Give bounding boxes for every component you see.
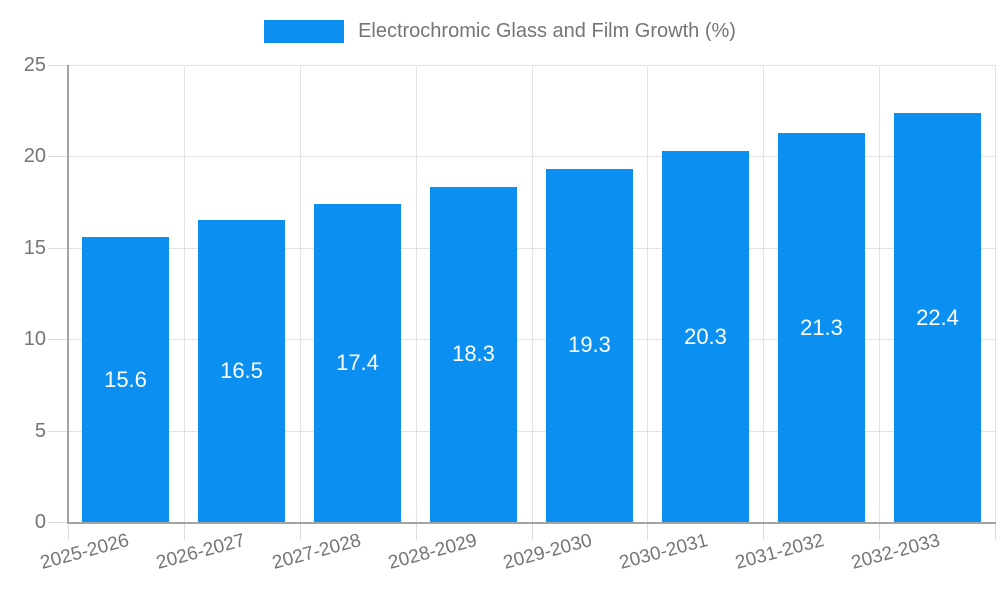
x-axis-tick xyxy=(995,522,996,540)
legend[interactable]: Electrochromic Glass and Film Growth (%) xyxy=(0,20,1000,43)
y-axis-tick-label: 5 xyxy=(34,420,46,442)
y-axis-tick xyxy=(48,522,68,523)
bar-value-label: 21.3 xyxy=(800,315,843,340)
y-axis-tick-label: 0 xyxy=(34,511,46,533)
x-gridline xyxy=(300,65,301,522)
y-axis-tick xyxy=(48,156,68,157)
y-axis-tick-label: 20 xyxy=(23,145,46,167)
x-axis-category-label: 2029-2030 xyxy=(501,530,595,574)
y-axis-tick-label: 25 xyxy=(23,54,46,76)
bar-value-label: 17.4 xyxy=(336,350,379,375)
bar-value-label: 18.3 xyxy=(452,341,495,366)
legend-swatch xyxy=(264,20,345,43)
bar[interactable]: 15.6 xyxy=(82,237,169,522)
x-axis-line xyxy=(67,522,996,524)
y-axis-tick xyxy=(48,339,68,340)
x-gridline xyxy=(184,65,185,522)
y-axis-tick xyxy=(48,431,68,432)
bar-value-label: 20.3 xyxy=(684,324,727,349)
x-axis-tick xyxy=(879,522,880,540)
y-axis-line xyxy=(67,65,69,522)
bar[interactable]: 19.3 xyxy=(546,169,633,522)
y-axis-tick xyxy=(48,248,68,249)
x-axis-category-label: 2026-2027 xyxy=(154,530,248,574)
bar-value-label: 15.6 xyxy=(104,367,147,392)
y-gridline xyxy=(68,248,995,249)
x-axis-category-label: 2027-2028 xyxy=(270,530,364,574)
y-axis-tick-label: 10 xyxy=(23,328,46,350)
y-gridline xyxy=(68,65,995,66)
bar[interactable]: 22.4 xyxy=(894,113,981,522)
x-gridline xyxy=(416,65,417,522)
x-gridline xyxy=(532,65,533,522)
x-gridline xyxy=(763,65,764,522)
x-axis-category-label: 2030-2031 xyxy=(617,530,711,574)
x-axis-category-label: 2032-2033 xyxy=(849,530,943,574)
y-gridline xyxy=(68,339,995,340)
legend-label: Electrochromic Glass and Film Growth (%) xyxy=(358,20,736,42)
bar-value-label: 19.3 xyxy=(568,332,611,357)
bar-value-label: 16.5 xyxy=(220,358,263,383)
bar[interactable]: 16.5 xyxy=(198,220,285,522)
x-axis-tick xyxy=(184,522,185,540)
x-axis-category-label: 2028-2029 xyxy=(386,530,480,574)
x-axis-tick xyxy=(300,522,301,540)
x-axis-tick xyxy=(68,522,69,540)
bar[interactable]: 20.3 xyxy=(662,151,749,522)
y-gridline xyxy=(68,156,995,157)
x-gridline xyxy=(995,65,996,522)
x-axis-category-label: 2031-2032 xyxy=(733,530,827,574)
y-gridline xyxy=(68,431,995,432)
x-gridline xyxy=(879,65,880,522)
x-axis-tick xyxy=(647,522,648,540)
x-axis-category-label: 2025-2026 xyxy=(38,530,132,574)
x-axis-tick xyxy=(416,522,417,540)
bar[interactable]: 17.4 xyxy=(314,204,401,522)
y-axis-tick-label: 15 xyxy=(23,237,46,259)
x-axis-tick xyxy=(532,522,533,540)
x-axis-tick xyxy=(763,522,764,540)
bar-value-label: 22.4 xyxy=(916,305,959,330)
bar[interactable]: 18.3 xyxy=(430,187,517,522)
bar[interactable]: 21.3 xyxy=(778,133,865,522)
x-gridline xyxy=(647,65,648,522)
y-axis-tick xyxy=(48,65,68,66)
